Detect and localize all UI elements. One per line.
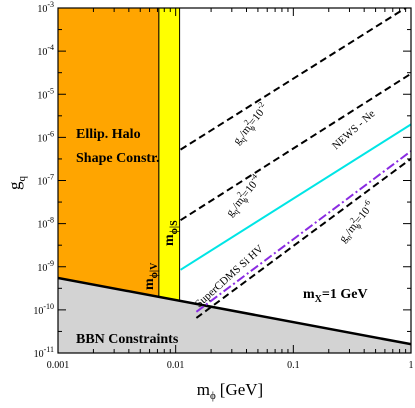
series-ratio_1e-2 — [180, 8, 408, 151]
y-axis-title: gq — [5, 176, 28, 191]
ellip-halo-label: Ellip. Halo — [76, 127, 141, 142]
bbn-boundary-line — [58, 276, 411, 346]
y-tick-label: 10-7 — [37, 173, 54, 188]
series-ratio_1e-6 — [195, 157, 411, 319]
ratio-1e-6-label: gn/m2ϕ=10-6 — [335, 198, 379, 246]
bbn-region — [58, 277, 411, 353]
ratio-1e-4-label: gq/m2ϕ=10-4 — [222, 172, 266, 220]
series-news_ne — [180, 123, 411, 271]
y-tick-label: 10-4 — [37, 43, 54, 58]
x-axis-title: mϕ [GeV] — [197, 380, 263, 402]
mx-label: mX=1 GeV — [303, 287, 368, 305]
y-tick-label: 10-11 — [34, 345, 54, 360]
y-tick-label: 10-9 — [37, 259, 54, 274]
y-tick-label: 10-6 — [37, 129, 54, 144]
y-tick-label: 10-5 — [37, 86, 54, 101]
y-tick-label: 10-3 — [37, 0, 54, 15]
m-phi-v-label: mϕ|V — [142, 262, 160, 290]
m-phi-s-region — [158, 8, 181, 353]
x-tick-label: 0.001 — [47, 360, 70, 371]
ratio-1e-2-label: gq/m2ϕ=10-2 — [229, 100, 273, 148]
bbn-label: BBN Constraints — [76, 332, 179, 347]
series-supercdms — [195, 150, 411, 313]
x-tick-label: 1 — [409, 360, 414, 371]
series-ratio_1e-4 — [180, 72, 411, 222]
x-tick-label: 0.1 — [287, 360, 300, 371]
y-tick-label: 10-10 — [33, 302, 54, 317]
shape-constr-label: Shape Constr. — [76, 151, 160, 166]
supercdms-label: SuperCDMS Si HV — [193, 243, 266, 310]
y-tick-label: 10-8 — [37, 216, 54, 231]
x-tick-label: 0.01 — [167, 360, 185, 371]
news-label: NEWS - Ne — [330, 108, 378, 153]
m-phi-s-label: mϕ|S — [162, 220, 180, 246]
